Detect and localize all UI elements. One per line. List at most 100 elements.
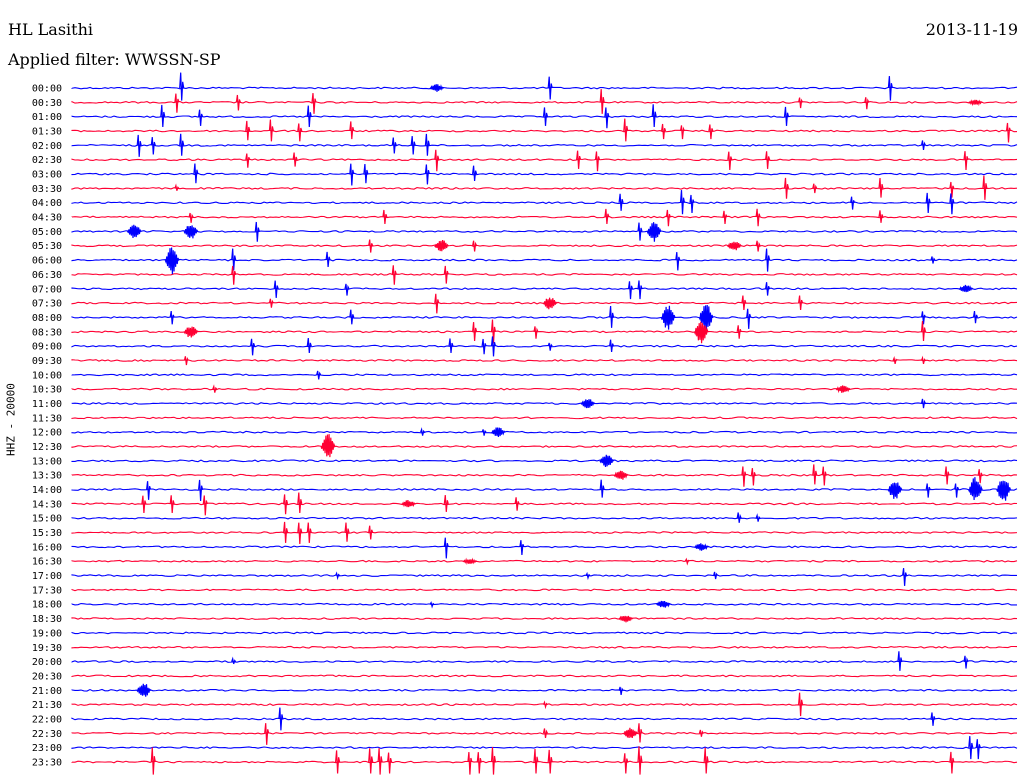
event-spike xyxy=(368,748,374,774)
event-spike xyxy=(920,355,926,365)
row-time-label: 21:30 xyxy=(32,700,62,711)
row-time-label: 14:30 xyxy=(32,499,62,510)
trace-lines xyxy=(71,86,1018,764)
event-spike xyxy=(609,305,615,328)
event-spike xyxy=(306,338,312,354)
trace-line xyxy=(71,516,1018,520)
event-spike xyxy=(576,150,582,169)
event-spike xyxy=(925,483,931,498)
trace-line xyxy=(71,402,1018,405)
event-spike xyxy=(651,104,657,128)
trace-line xyxy=(71,416,1018,420)
row-time-label: 06:30 xyxy=(32,270,62,281)
event-burst xyxy=(835,385,851,394)
event-spike xyxy=(746,308,752,329)
row-time-label: 08:00 xyxy=(32,313,62,324)
event-spike xyxy=(708,124,714,140)
event-spike xyxy=(424,133,430,156)
event-spike xyxy=(798,295,804,311)
trace-line xyxy=(71,330,1018,334)
event-spike xyxy=(604,208,610,224)
event-spike xyxy=(765,151,771,169)
event-burst xyxy=(656,600,671,608)
row-time-labels: 00:00 00:30 01:00 01:30 02:00 02:30 03:00 03:30… xyxy=(32,84,62,769)
event-spike xyxy=(585,571,591,581)
trace-line xyxy=(71,100,1018,104)
event-spike xyxy=(689,194,695,214)
trace-line xyxy=(71,230,1018,233)
trace-line xyxy=(71,645,1018,649)
event-spike xyxy=(637,222,643,241)
event-spike xyxy=(679,125,686,140)
event-spike xyxy=(198,479,204,502)
event-spike xyxy=(944,466,950,485)
row-time-label: 03:30 xyxy=(32,184,62,195)
event-burst xyxy=(968,99,983,107)
row-time-label: 02:30 xyxy=(32,155,62,166)
trace-line xyxy=(71,344,1018,348)
event-spike xyxy=(618,193,624,211)
event-spike xyxy=(1005,122,1012,143)
trace-line xyxy=(71,158,1018,162)
event-spike xyxy=(736,512,742,523)
event-spike xyxy=(547,749,553,774)
event-burst xyxy=(490,427,506,437)
trace-line xyxy=(71,316,1018,319)
event-spike xyxy=(146,481,152,500)
event-spike xyxy=(250,338,256,356)
event-spike xyxy=(722,210,728,224)
event-spike xyxy=(755,513,761,522)
event-spike xyxy=(490,747,497,775)
trace-line xyxy=(71,387,1018,391)
event-spike xyxy=(273,280,279,298)
event-spike xyxy=(268,119,274,142)
trace-line xyxy=(71,172,1018,176)
event-burst xyxy=(727,241,742,251)
event-spike xyxy=(443,265,449,284)
event-burst xyxy=(126,224,142,239)
event-spike xyxy=(741,466,747,487)
event-spike xyxy=(245,120,251,141)
trace-line xyxy=(71,244,1018,248)
row-time-label: 07:30 xyxy=(32,299,62,310)
event-spike xyxy=(755,208,761,227)
event-spike xyxy=(878,210,884,223)
event-spike xyxy=(136,134,142,157)
event-spike xyxy=(675,252,681,271)
row-time-label: 02:00 xyxy=(32,141,62,152)
event-burst xyxy=(967,477,983,501)
trace-line xyxy=(71,531,1018,534)
row-time-label: 11:30 xyxy=(32,413,62,424)
event-spike xyxy=(623,753,629,774)
event-spike xyxy=(755,240,761,252)
event-spike xyxy=(382,209,388,224)
station-title: HL Lasithi xyxy=(8,20,94,39)
event-burst xyxy=(958,284,973,293)
trace-line xyxy=(71,631,1018,635)
event-spike xyxy=(783,106,790,126)
row-time-label: 04:00 xyxy=(32,198,62,209)
event-spike xyxy=(193,163,199,184)
event-spike xyxy=(169,311,175,325)
event-spike xyxy=(169,495,175,514)
filter-label: Applied filter: WWSSN-SP xyxy=(8,50,221,69)
event-spike xyxy=(174,183,180,191)
event-spike xyxy=(925,192,931,214)
row-time-label: 11:00 xyxy=(32,399,62,410)
event-burst xyxy=(542,297,558,310)
event-spike xyxy=(188,212,194,223)
event-spike xyxy=(472,322,478,342)
row-time-label: 00:30 xyxy=(32,98,62,109)
event-spike xyxy=(977,469,983,484)
event-spike xyxy=(864,97,870,110)
event-burst xyxy=(320,434,336,458)
event-spike xyxy=(349,121,355,140)
event-burst xyxy=(660,305,676,330)
event-spike xyxy=(627,281,634,300)
trace-line xyxy=(71,703,1018,707)
trace-line xyxy=(71,115,1018,119)
row-time-label: 07:00 xyxy=(32,284,62,295)
event-burst xyxy=(136,683,151,697)
event-spike xyxy=(212,384,218,393)
trace-line xyxy=(71,731,1018,735)
